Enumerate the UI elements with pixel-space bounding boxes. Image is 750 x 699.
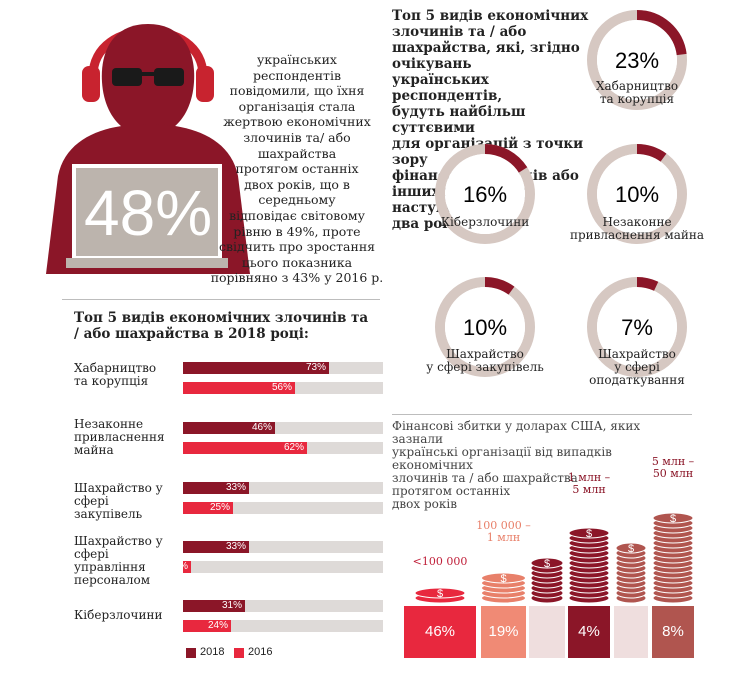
bar-track: 73% bbox=[183, 362, 383, 374]
dollar-icon: $ bbox=[437, 588, 443, 600]
loss-cell bbox=[404, 606, 476, 658]
bar-2016: 25% bbox=[183, 502, 233, 514]
loss-range-label: 1 млн – 5 млн bbox=[567, 471, 611, 496]
donut-value: 23% bbox=[615, 48, 659, 73]
loss-cell bbox=[652, 606, 694, 658]
loss-range-label: <100 000 bbox=[412, 555, 468, 568]
donut-chart: 10% bbox=[435, 277, 535, 377]
bar-track: 4% bbox=[174, 561, 383, 573]
bar-value-label: 4% bbox=[173, 561, 188, 572]
bar-value-label: 25% bbox=[209, 502, 230, 513]
bar-value-label: 24% bbox=[207, 620, 228, 631]
losses-heading: Фінансові збитки у доларах США, яких заз… bbox=[392, 419, 641, 511]
donut-center bbox=[597, 287, 677, 367]
coin bbox=[481, 572, 526, 584]
coin bbox=[568, 527, 610, 539]
legend-swatch-2016 bbox=[234, 648, 244, 658]
donut-center bbox=[445, 154, 525, 234]
bar-value-label: 62% bbox=[283, 442, 304, 453]
donut-chart: 7% bbox=[587, 277, 687, 377]
bar-track: 31% bbox=[183, 600, 383, 612]
bar-value-label: 56% bbox=[271, 382, 292, 393]
coin bbox=[615, 542, 647, 554]
loss-cell bbox=[568, 606, 610, 658]
donut-label: Хабарництво та корупція bbox=[595, 79, 679, 106]
bar-value-label: 46% bbox=[251, 422, 272, 433]
category-label: Незаконне привласнення майна bbox=[74, 417, 165, 457]
dollar-icon: $ bbox=[670, 513, 676, 525]
bar-track: 56% bbox=[183, 382, 383, 394]
bar-track: 33% bbox=[183, 541, 383, 553]
donut-value: 7% bbox=[621, 315, 653, 340]
category-label: Хабарництво та корупція bbox=[74, 361, 157, 388]
legend-label-2016: 2016 bbox=[248, 646, 273, 658]
donut-slice bbox=[435, 277, 535, 377]
donut-slice bbox=[587, 144, 687, 244]
donut-chart: 16% bbox=[435, 144, 535, 244]
loss-cell bbox=[481, 606, 526, 658]
category-label: Кіберзлочини bbox=[74, 608, 163, 622]
hero-percent: 48% bbox=[84, 177, 213, 249]
donut-slice bbox=[435, 144, 535, 244]
coin bbox=[414, 587, 466, 599]
chart-title: Топ 5 видів економічних злочинів та / аб… bbox=[74, 310, 369, 342]
bar-2018: 46% bbox=[183, 422, 275, 434]
donut-value: 10% bbox=[463, 315, 507, 340]
donut-label: Кіберзлочини bbox=[440, 215, 530, 229]
bar-track: 24% bbox=[183, 620, 383, 632]
donut-slice bbox=[587, 277, 687, 377]
bar-2016: 62% bbox=[183, 442, 307, 454]
bar-2018: 33% bbox=[183, 541, 249, 553]
bar-value-label: 33% bbox=[225, 541, 246, 552]
loss-cell bbox=[614, 606, 648, 658]
coin bbox=[530, 557, 564, 569]
dollar-icon: $ bbox=[628, 543, 634, 555]
donut-value: 10% bbox=[615, 182, 659, 207]
bar-2018: 33% bbox=[183, 482, 249, 494]
bar-track: 46% bbox=[183, 422, 383, 434]
divider bbox=[62, 299, 380, 300]
donut-chart: 23% bbox=[587, 10, 687, 110]
bar-value-label: 73% bbox=[305, 362, 326, 373]
donut-center bbox=[445, 287, 525, 367]
loss-range-label: 100 000 – 1 млн bbox=[476, 519, 531, 544]
donut-center bbox=[597, 154, 677, 234]
loss-percent: 19% bbox=[488, 623, 519, 640]
bar-value-label: 33% bbox=[225, 482, 246, 493]
losses-divider bbox=[392, 414, 692, 415]
loss-percent: 8% bbox=[662, 623, 684, 640]
bar-2016: 4% bbox=[174, 561, 191, 573]
hacker-illustration bbox=[46, 24, 250, 274]
bar-track: 33% bbox=[183, 482, 383, 494]
loss-range-label: 5 млн – 50 млн bbox=[651, 455, 695, 480]
loss-percent: 4% bbox=[578, 623, 600, 640]
loss-cell bbox=[529, 606, 565, 658]
dollar-icon: $ bbox=[500, 573, 506, 585]
bar-2016: 24% bbox=[183, 620, 231, 632]
bar-track: 25% bbox=[183, 502, 383, 514]
donut-label: Шахрайство у сфері оподаткування bbox=[589, 347, 685, 387]
dollar-icon: $ bbox=[586, 528, 592, 540]
category-label: Шахрайство у сфері управління персоналом bbox=[74, 534, 163, 587]
legend-swatch-2018 bbox=[186, 648, 196, 658]
donut-value: 16% bbox=[463, 182, 507, 207]
donut-slice bbox=[587, 10, 687, 110]
dollar-icon: $ bbox=[544, 558, 550, 570]
legend-label-2018: 2018 bbox=[200, 646, 225, 658]
category-label: Шахрайство у сфері закупівель bbox=[74, 481, 163, 521]
donut-center bbox=[597, 20, 677, 100]
bar-2018: 31% bbox=[183, 600, 245, 612]
hero-description: українських респондентів повідомили, що … bbox=[210, 52, 384, 286]
coin bbox=[652, 512, 694, 524]
bar-2016: 56% bbox=[183, 382, 295, 394]
bar-track: 62% bbox=[183, 442, 383, 454]
bar-value-label: 31% bbox=[221, 600, 242, 611]
donut-label: Шахрайство у сфері закупівель bbox=[426, 347, 544, 374]
loss-percent: 46% bbox=[424, 623, 456, 640]
donut-label: Незаконне привласнення майна bbox=[569, 215, 705, 242]
donut-chart: 10% bbox=[587, 144, 687, 244]
bar-2018: 73% bbox=[183, 362, 329, 374]
